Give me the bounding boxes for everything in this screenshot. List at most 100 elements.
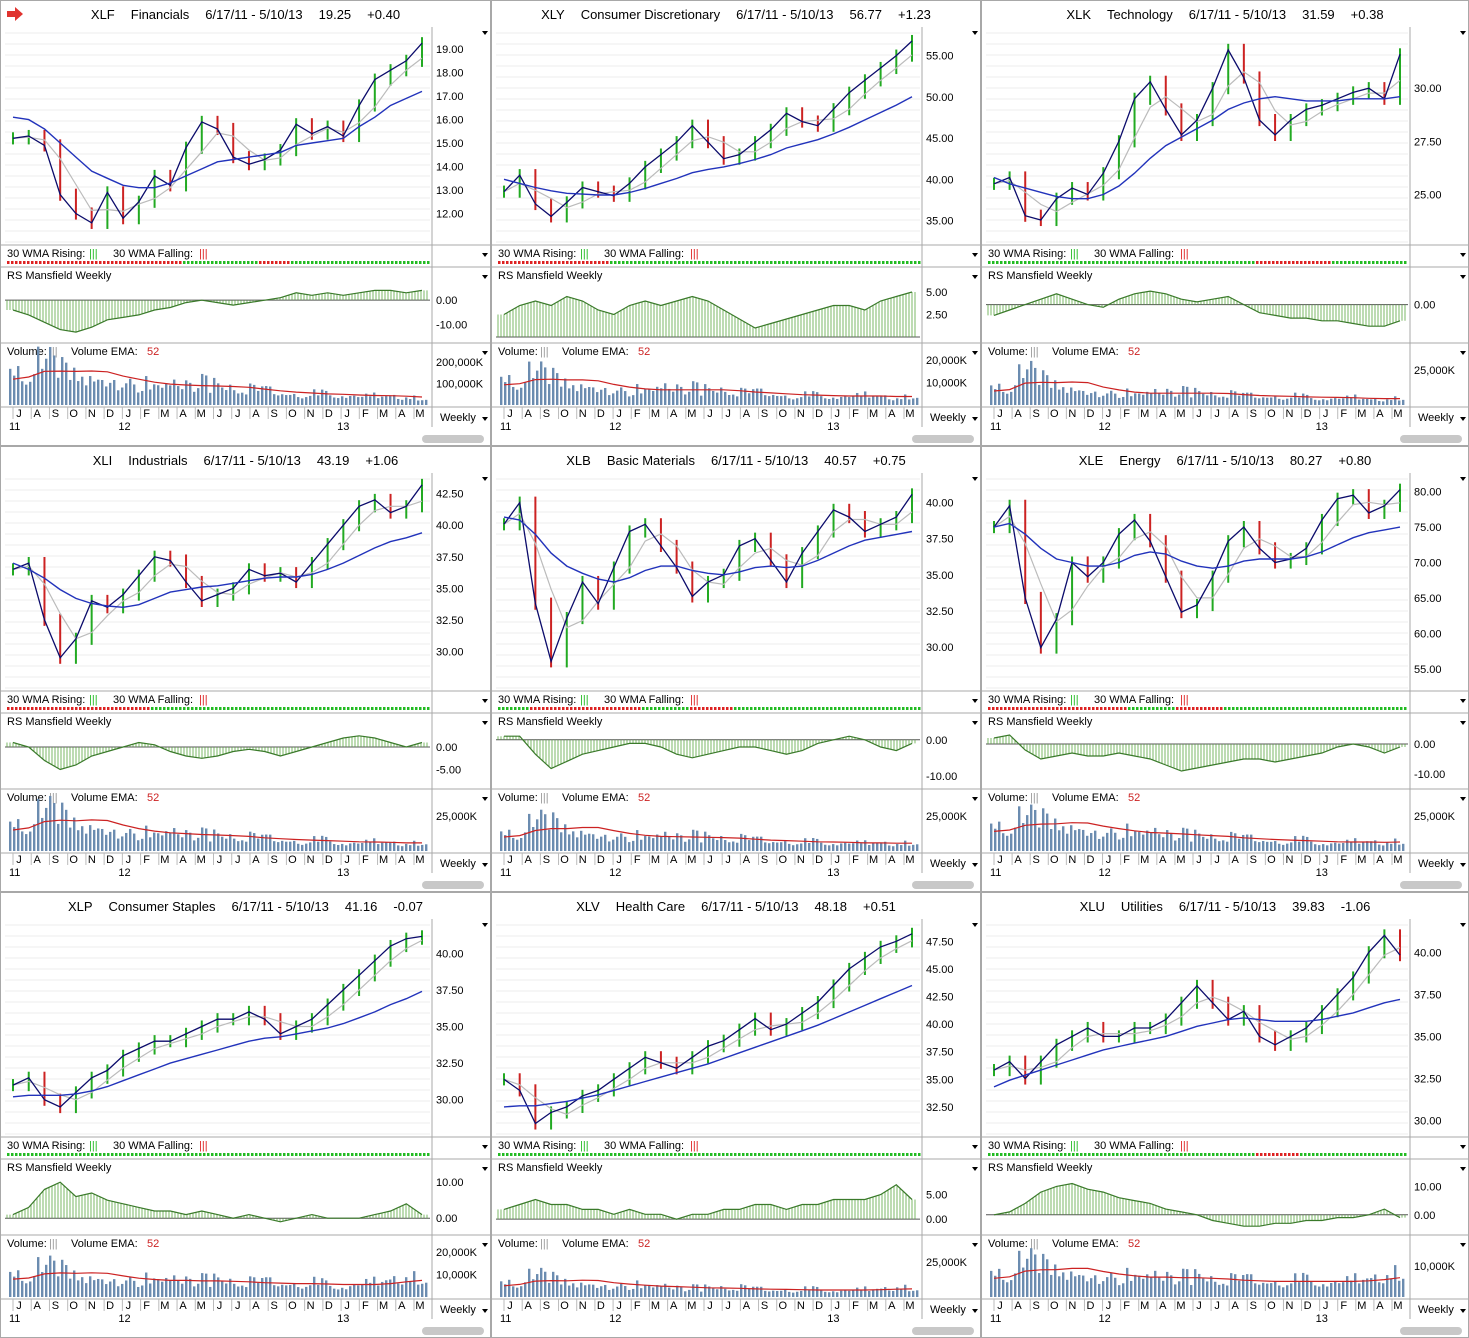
chart-panel-xlf[interactable]: XLF Financials 6/17/11 - 5/10/13 19.25 +0.40…	[0, 0, 491, 446]
volume-bar	[101, 1279, 104, 1297]
volume-bar	[209, 841, 212, 851]
volume-bar	[1138, 393, 1141, 405]
wma-status-dot	[1328, 707, 1331, 710]
horizontal-scrollbar[interactable]	[912, 881, 974, 889]
wma-status-dot	[1080, 1153, 1083, 1156]
wma-status-dot	[335, 707, 338, 710]
volume-bar	[604, 834, 607, 851]
wma-rising-glyph: |||	[89, 248, 98, 260]
horizontal-scrollbar[interactable]	[1400, 881, 1462, 889]
alert-arrow-icon[interactable]	[7, 7, 23, 21]
volume-bar	[265, 834, 268, 851]
chart-panel-xle[interactable]: XLE Energy 6/17/11 - 5/10/13 80.27 +0.80 80.0…	[981, 446, 1469, 892]
wma-status-dot	[1320, 707, 1323, 710]
horizontal-scrollbar[interactable]	[422, 435, 484, 443]
wma-status-dot	[243, 261, 246, 264]
month-label: F	[143, 854, 150, 866]
wma-status-dot	[810, 707, 813, 710]
chart-panel-xlp[interactable]: XLP Consumer Staples 6/17/11 - 5/10/13 41.1…	[0, 892, 491, 1338]
wma-status-dot	[1296, 707, 1299, 710]
wma-status-dot	[770, 261, 773, 264]
volume-bar	[1234, 391, 1237, 405]
wma-status-dot	[247, 261, 250, 264]
wma-status-dot	[1304, 261, 1307, 264]
volume-bar	[720, 1286, 723, 1297]
chart-panel-xlb[interactable]: XLB Basic Materials 6/17/11 - 5/10/13 40.57…	[491, 446, 981, 892]
volume-bar	[325, 836, 328, 851]
volume-bar	[397, 398, 400, 405]
volume-bar	[353, 395, 356, 405]
wma-status-dot	[1388, 1153, 1391, 1156]
wma-status-dot	[822, 261, 825, 264]
month-label: J	[126, 408, 132, 420]
wma-status-dot	[1120, 707, 1123, 710]
volume-bar	[1390, 843, 1393, 851]
wma-status-dot	[846, 261, 849, 264]
chart-panel-xli[interactable]: XLI Industrials 6/17/11 - 5/10/13 43.19 +1.0…	[0, 446, 491, 892]
wma-status-dot	[271, 707, 274, 710]
chart-panel-xly[interactable]: XLY Consumer Discretionary 6/17/11 - 5/10/…	[491, 0, 981, 446]
wma-status-dot	[818, 707, 821, 710]
wma-status-dot	[1220, 261, 1223, 264]
volume-bar	[1262, 1282, 1265, 1297]
volume-bar	[1382, 845, 1385, 851]
wma-status-dot	[87, 707, 90, 710]
volume-bar	[1402, 399, 1405, 405]
volume-bar	[1362, 398, 1365, 405]
wma-status-dot	[243, 1153, 246, 1156]
rs-histogram	[996, 1183, 1406, 1227]
wma-status-dot	[1048, 1153, 1051, 1156]
month-label: A	[34, 408, 42, 420]
wma-status-dot	[522, 707, 525, 710]
horizontal-scrollbar[interactable]	[1400, 435, 1462, 443]
volume-bar	[1198, 833, 1201, 851]
volume-bar	[1034, 809, 1037, 851]
month-label: N	[1068, 408, 1076, 420]
month-label: J	[1106, 408, 1112, 420]
month-label: M	[1140, 408, 1149, 420]
horizontal-scrollbar[interactable]	[912, 1327, 974, 1335]
dropdown-arrow-icon	[1460, 1243, 1466, 1247]
wma-rising-glyph: |||	[89, 694, 98, 706]
wma-status-dot	[167, 707, 170, 710]
volume-bar	[636, 1280, 639, 1297]
wma-status-dot	[626, 707, 629, 710]
wma-status-dot	[810, 1153, 813, 1156]
wma-status-dot	[1192, 707, 1195, 710]
wma-status-dot	[766, 707, 769, 710]
month-label: N	[88, 1300, 96, 1312]
chart-panel-xlv[interactable]: XLV Health Care 6/17/11 - 5/10/13 48.18 +0.5…	[491, 892, 981, 1338]
month-label: M	[1357, 854, 1366, 866]
wma-status-dot	[363, 1153, 366, 1156]
wma-status-dot	[1192, 261, 1195, 264]
volume-bar	[321, 835, 324, 851]
wma-status-dot	[1260, 261, 1263, 264]
wma-status-dot	[842, 261, 845, 264]
wma-status-dot	[255, 1153, 258, 1156]
volume-bar	[520, 387, 523, 405]
chart-panel-xlk[interactable]: XLK Technology 6/17/11 - 5/10/13 31.59 +0.38…	[981, 0, 1469, 446]
volume-bar	[844, 842, 847, 851]
month-label: D	[815, 854, 823, 866]
wma-status-dot	[151, 1153, 154, 1156]
wma-status-dot	[1136, 1153, 1139, 1156]
wma-status-dot	[1136, 261, 1139, 264]
title-dates: 6/17/11 - 5/10/13	[205, 6, 303, 22]
price-tick-label: 30.00	[926, 642, 954, 654]
horizontal-scrollbar[interactable]	[422, 1327, 484, 1335]
volume-bar	[788, 843, 791, 851]
horizontal-scrollbar[interactable]	[422, 881, 484, 889]
wma-status-dot	[119, 1153, 122, 1156]
volume-bar	[145, 376, 148, 405]
wma-status-dot	[698, 1153, 701, 1156]
wma-status-dot	[71, 261, 74, 264]
title-dates: 6/17/11 - 5/10/13	[1176, 452, 1274, 468]
chart-panel-xlu[interactable]: XLU Utilities 6/17/11 - 5/10/13 39.83 -1.06 4…	[981, 892, 1469, 1338]
wma-status-dot	[826, 707, 829, 710]
horizontal-scrollbar[interactable]	[912, 435, 974, 443]
month-label: M	[160, 1300, 169, 1312]
volume-bar	[744, 1285, 747, 1297]
price-tick-label: 27.50	[1414, 136, 1442, 148]
horizontal-scrollbar[interactable]	[1400, 1327, 1462, 1335]
volume-bar	[588, 1284, 591, 1297]
